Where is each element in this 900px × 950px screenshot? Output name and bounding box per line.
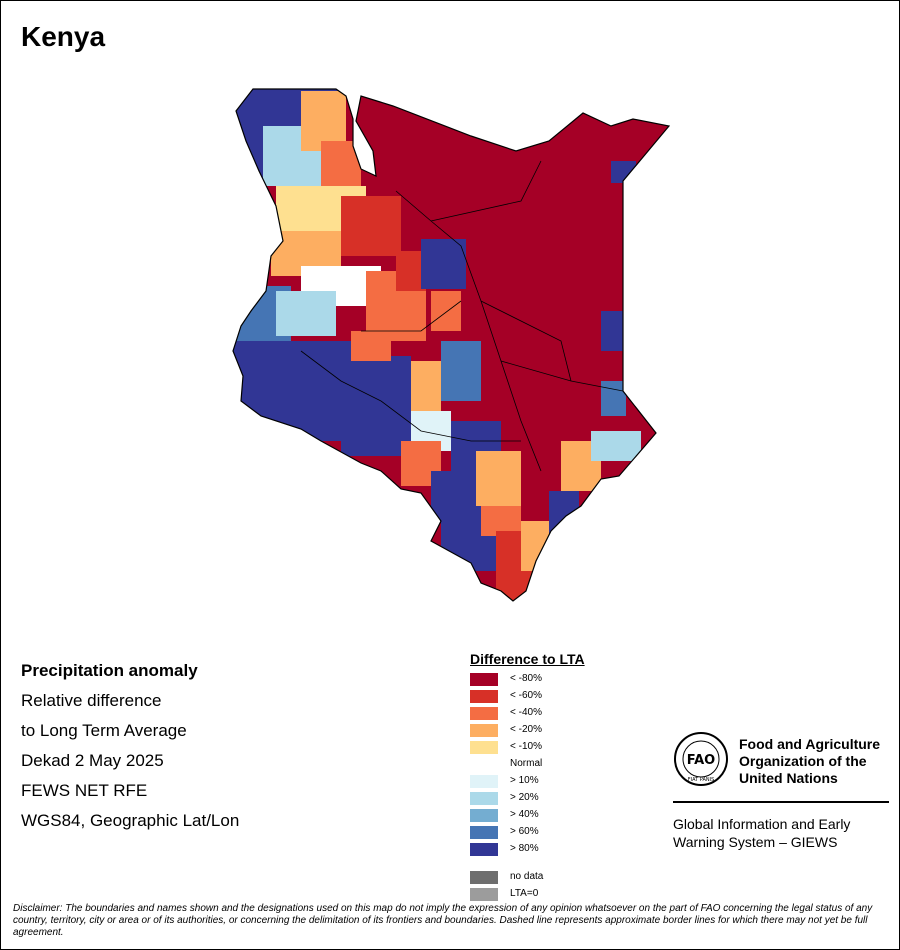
legend-swatch [470, 792, 498, 805]
legend-swatch [470, 871, 498, 884]
giews-line: Global Information and Early [673, 816, 851, 832]
legend-label: Normal [510, 758, 543, 769]
legend-label: < -80% [510, 673, 542, 684]
legend-swatch [470, 690, 498, 703]
legend-label: < -60% [510, 690, 542, 701]
legend-item: > 60% [470, 824, 650, 841]
legend-item: Normal [470, 756, 650, 773]
fao-logo-icon: FAO FIAT PANIS [674, 732, 728, 786]
info-line: FEWS NET RFE [21, 781, 148, 800]
legend-label: > 40% [510, 809, 539, 820]
legend-swatch [470, 826, 498, 839]
map-title: Kenya [21, 21, 106, 52]
info-heading: Precipitation anomaly [21, 661, 198, 680]
legend-item: > 10% [470, 773, 650, 790]
fao-logo-motto: FIAT PANIS [688, 777, 715, 783]
legend: Difference to LTA < -80% < -60% < -40% <… [470, 651, 650, 903]
fao-org-line: Organization of the [739, 753, 867, 769]
legend-item: < -40% [470, 705, 650, 722]
legend-label: LTA=0 [510, 888, 539, 899]
legend-swatch [470, 707, 498, 720]
legend-label: < -40% [510, 707, 542, 718]
legend-swatch [470, 809, 498, 822]
legend-item: no data [470, 869, 650, 886]
legend-item: < -80% [470, 671, 650, 688]
country-boundary [232, 88, 671, 602]
info-line: Relative difference [21, 691, 162, 710]
legend-swatch [470, 888, 498, 901]
legend-item: LTA=0 [470, 886, 650, 903]
info-line: Dekad 2 May 2025 [21, 751, 164, 770]
legend-label: > 60% [510, 826, 539, 837]
info-line: WGS84, Geographic Lat/Lon [21, 811, 240, 830]
fao-org-line: United Nations [739, 770, 838, 786]
legend-swatch [470, 724, 498, 737]
legend-label: > 20% [510, 792, 539, 803]
legend-swatch [470, 758, 498, 771]
legend-label: > 10% [510, 775, 539, 786]
legend-label: < -20% [510, 724, 542, 735]
legend-swatch [470, 673, 498, 686]
map-info: Precipitation anomaly Relative differenc… [21, 656, 239, 836]
fao-logo-text: FAO [687, 753, 716, 768]
legend-item: > 80% [470, 841, 650, 858]
legend-item: < -20% [470, 722, 650, 739]
legend-swatch [470, 741, 498, 754]
legend-item: > 40% [470, 807, 650, 824]
anomaly-raster [233, 89, 669, 601]
info-line: to Long Term Average [21, 721, 187, 740]
fao-block: FAO FIAT PANIS Food and Agriculture Orga… [673, 731, 889, 861]
disclaimer: Disclaimer: The boundaries and names sho… [13, 903, 873, 938]
giews-line: Warning System – GIEWS [673, 834, 838, 850]
kenya-anomaly-map [232, 88, 671, 602]
giews-name: Global Information and Early Warning Sys… [673, 815, 850, 851]
legend-label: > 80% [510, 843, 539, 854]
fao-org-line: Food and Agriculture [739, 736, 881, 752]
legend-item: > 20% [470, 790, 650, 807]
legend-swatch [470, 775, 498, 788]
legend-item: < -10% [470, 739, 650, 756]
fao-divider [673, 801, 889, 803]
admin-boundaries [300, 160, 624, 472]
legend-title: Difference to LTA [470, 651, 585, 667]
legend-label: no data [510, 871, 544, 882]
legend-item: < -60% [470, 688, 650, 705]
legend-label: < -10% [510, 741, 542, 752]
legend-swatch [470, 843, 498, 856]
fao-organization-name: Food and Agriculture Organization of the… [739, 736, 880, 787]
